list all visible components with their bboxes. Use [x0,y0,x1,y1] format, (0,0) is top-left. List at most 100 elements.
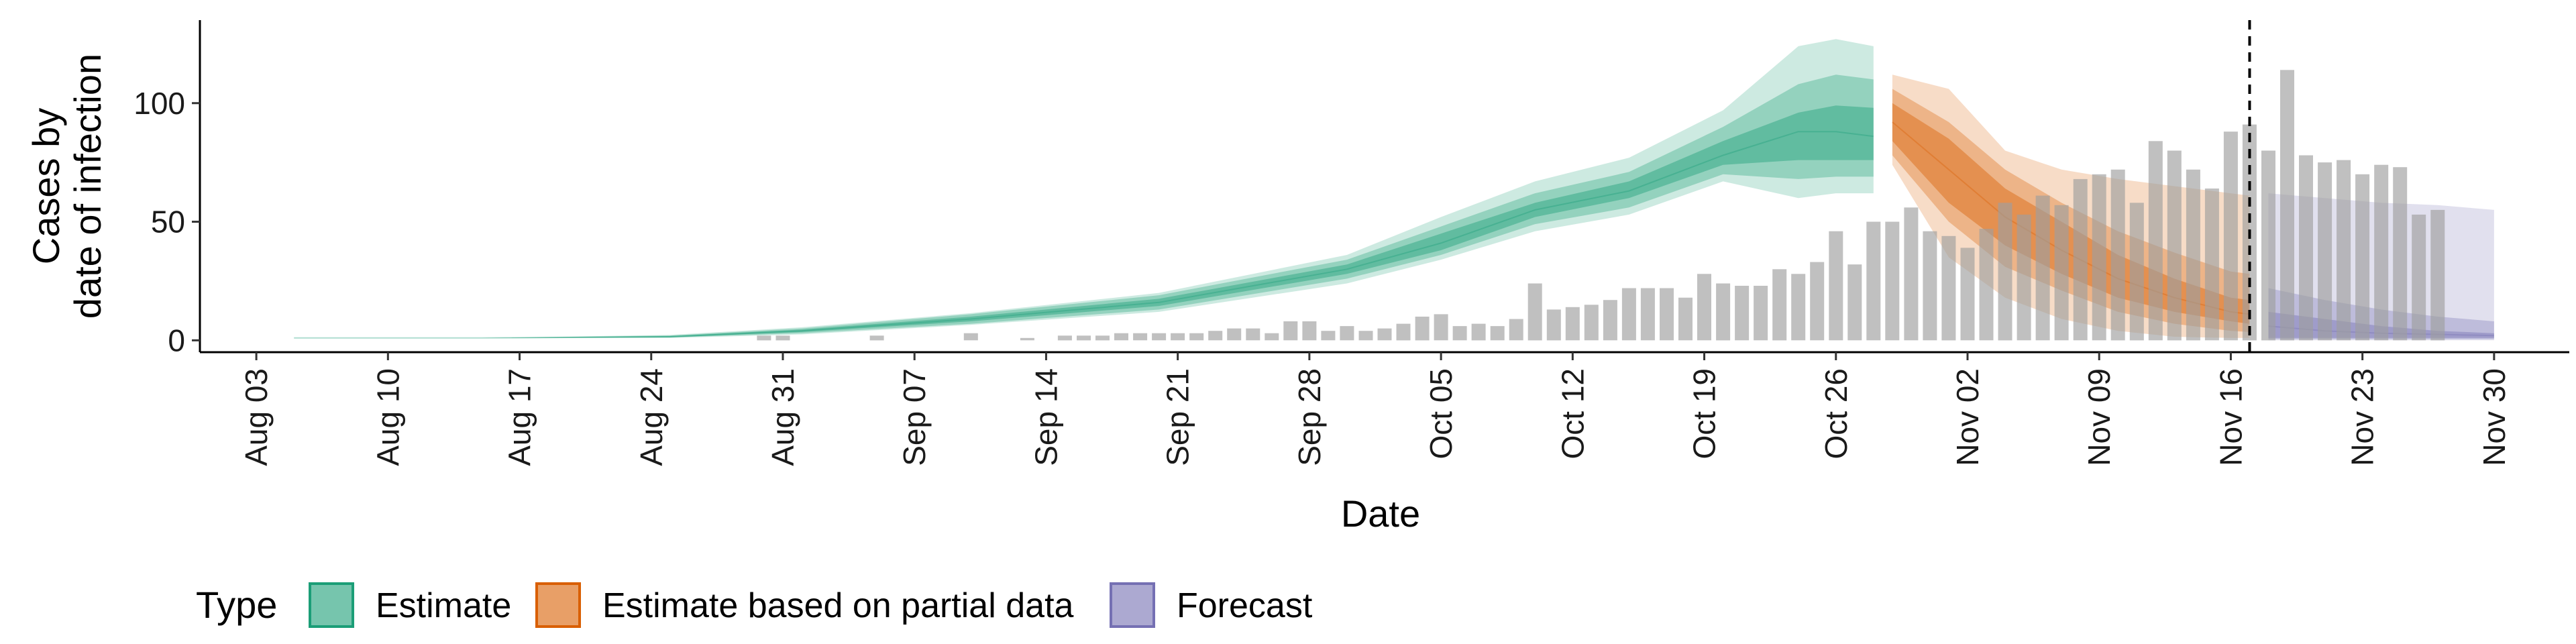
legend-item: Estimate based on partial data [535,582,1074,628]
case-bar [2148,141,2163,341]
legend-key-swatch [309,582,354,628]
case-bar [1546,309,1561,341]
legend-title: Type [196,584,277,626]
case-bar [757,335,771,341]
case-bar [1471,323,1486,341]
case-bar [963,333,978,341]
case-bar [1227,328,1242,341]
legend-key-swatch [535,582,581,628]
case-bar [1866,221,1881,341]
case-bar [1735,286,1750,341]
case-bar [1077,335,1091,341]
case-bar [1998,203,2012,341]
x-tick-label: Oct 26 [1819,368,1854,460]
case-bar [2017,214,2031,341]
x-tick-label: Sep 07 [897,368,932,466]
case-bar [2054,205,2069,341]
x-tick-label: Sep 21 [1161,368,1195,466]
y-axis-title: Cases bydate of infection [25,54,109,319]
case-bar [1772,269,1787,341]
case-bar [1621,288,1636,341]
case-bar [1979,229,1994,341]
case-bar [2337,160,2351,341]
case-bar [2073,178,2088,341]
case-bar [1434,314,1448,341]
estimate-bands-layer [294,39,2494,341]
case-bar [2092,174,2106,341]
x-tick-label: Aug 17 [502,368,537,466]
case-bar [1340,326,1354,341]
case-bar [1810,262,1825,341]
legend-item: Estimate [309,582,511,628]
x-tick-label: Sep 14 [1028,368,1063,466]
case-bar [1208,331,1223,341]
x-tick-label: Aug 24 [634,368,669,466]
case-bar [2035,195,2050,341]
case-bar [1640,288,1655,341]
case-bar [2280,70,2294,341]
legend-item-label: Estimate [376,586,511,625]
x-tick-label: Nov 16 [2213,368,2248,466]
case-bar [869,335,884,341]
case-bar [1885,221,1900,341]
case-bar [1302,321,1317,341]
x-tick-label: Nov 02 [1950,368,1985,466]
median-line [294,131,1874,339]
x-tick-label: Sep 28 [1292,368,1327,466]
case-bar [1415,317,1430,341]
case-bar [2355,174,2370,341]
x-axis-title: Date [1341,492,1420,535]
x-tick-label: Nov 23 [2345,368,2380,466]
case-bar [1960,248,1975,341]
case-bar [1603,300,1617,341]
case-bar [1847,264,1862,341]
case-bar [2204,189,2219,341]
median-line [1892,121,2250,315]
case-bar [2223,131,2238,341]
case-bar [1057,335,1072,341]
legend: Type Estimate Estimate based on partial da… [196,582,1313,628]
case-bar [1377,328,1392,341]
y-tick-label: 0 [168,323,185,358]
case-bar [1321,331,1336,341]
case-bar [1283,321,1298,341]
case-bar [1697,274,1711,341]
x-tick-label: Aug 31 [765,368,800,466]
case-bar [2430,209,2445,341]
axes-layer: 0 50 100 Aug 03 Aug 10 Aug 17 Aug 24 Aug 31 Sep … [25,20,2569,535]
case-bar [2299,155,2313,341]
case-bar [1095,335,1110,341]
case-bar [1490,326,1505,341]
series-estimate [294,39,1874,339]
case-bar [1660,288,1674,341]
x-tick-label: Oct 05 [1424,368,1458,460]
case-bar [2129,203,2144,341]
legend-item: Forecast [1110,582,1313,628]
x-tick-label: Aug 10 [370,368,405,466]
case-bar [2261,150,2275,341]
y-tick-label: 100 [133,86,185,121]
case-bar [1829,231,1843,341]
case-bar [1189,333,1204,341]
case-bar [1358,331,1373,341]
case-bar [1020,337,1034,341]
case-bar [2318,162,2332,341]
case-bar [2393,167,2408,341]
x-tick-label: Oct 12 [1555,368,1590,460]
case-bar [1396,323,1411,341]
case-bar [1941,235,1956,341]
case-bar [1754,286,1768,341]
x-tick-label: Nov 09 [2082,368,2116,466]
case-bar [1716,283,1731,341]
x-tick-label: Oct 19 [1687,368,1722,460]
case-bar [1527,283,1542,341]
case-bar [1678,297,1693,341]
x-tick-label: Aug 03 [239,368,274,466]
legend-item-label: Forecast [1177,586,1313,625]
y-axis-title-line: Cases by [25,108,67,264]
case-bar [2412,214,2426,341]
case-bar [1265,333,1279,341]
x-tick-label: Nov 30 [2477,368,2512,466]
case-bar [1246,328,1260,341]
